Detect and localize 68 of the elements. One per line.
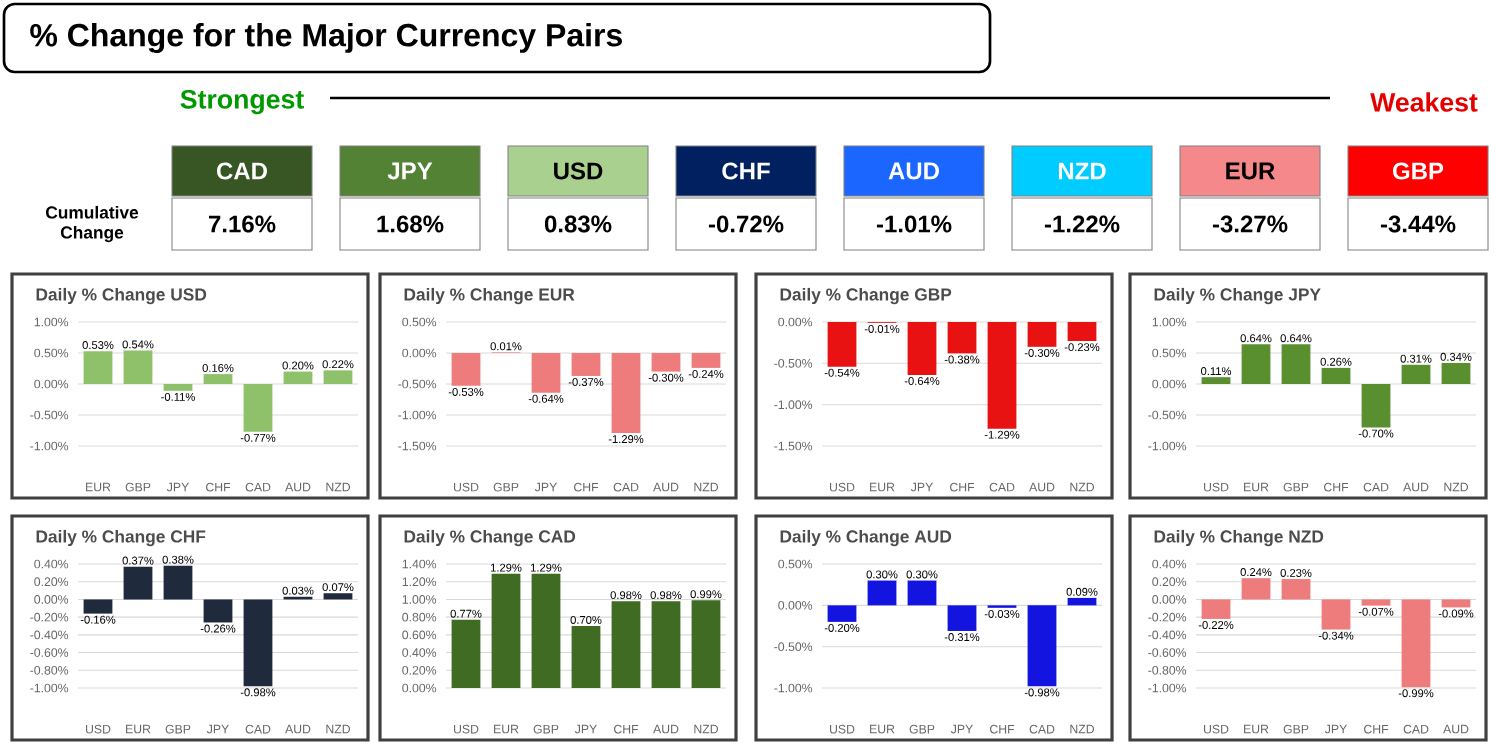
bar [451, 619, 481, 689]
chart-title: Daily % Change AUD [780, 529, 952, 547]
text: -3.27% [1212, 215, 1288, 233]
text: Strongest [180, 89, 304, 115]
chart-title: Daily % Change GBP [780, 287, 952, 305]
category-label: USD [554, 162, 603, 180]
bar [1281, 344, 1311, 385]
bar [243, 384, 273, 432]
text: % Change for the Major Currency Pairs [30, 23, 622, 53]
bar [1441, 599, 1471, 608]
category-label: NZD [1058, 162, 1106, 180]
bar [1201, 599, 1231, 619]
bar [123, 350, 153, 385]
chart-title: Daily % Change CAD [404, 529, 576, 547]
text: -3.44% [1380, 215, 1456, 233]
text: 7.16% [209, 215, 276, 233]
category-label: AUD [888, 162, 939, 180]
bar [243, 599, 273, 687]
bar [1361, 599, 1391, 606]
bar [947, 605, 977, 631]
bar [323, 370, 353, 385]
bar [1441, 362, 1471, 385]
bar [1241, 344, 1271, 385]
text: -0.72% [708, 215, 784, 233]
bar [571, 626, 601, 689]
text: 1.68% [377, 215, 444, 233]
category-label: EUR [1226, 162, 1275, 180]
bar [203, 374, 233, 385]
bar [1321, 367, 1351, 385]
text: 0.83% [544, 215, 612, 233]
category-label: CAD [217, 162, 267, 180]
bar [491, 573, 521, 689]
chart-title: Daily % Change NZD [1154, 529, 1324, 547]
bar [867, 580, 897, 606]
bar [651, 601, 681, 689]
bar [531, 573, 561, 689]
text: -1.22% [1044, 215, 1120, 233]
bar [1027, 605, 1057, 687]
bar [163, 384, 193, 391]
chart-title: Daily % Change CHF [36, 529, 206, 547]
bar [611, 601, 641, 689]
bar [83, 599, 113, 614]
bar [1281, 579, 1311, 600]
bar [123, 566, 153, 600]
chart-title: Daily % Change EUR [404, 287, 575, 305]
category-label: GBP [1393, 162, 1444, 180]
bar [1401, 599, 1431, 688]
bar [907, 580, 937, 606]
text: -1.01% [876, 215, 952, 233]
bar [1361, 384, 1391, 428]
category-label: JPY [387, 162, 433, 180]
text: Weakest [1370, 92, 1478, 112]
chart-title: Daily % Change USD [36, 287, 207, 305]
bar [1067, 597, 1097, 606]
chart-title: Daily % Change JPY [1154, 287, 1321, 305]
bar [203, 599, 233, 623]
bar [323, 593, 353, 600]
bar [1201, 377, 1231, 385]
bar [1401, 364, 1431, 385]
category-label: CHF [722, 162, 770, 180]
bar [1321, 599, 1351, 630]
bar [163, 565, 193, 600]
bar [827, 605, 857, 622]
bar [283, 371, 313, 385]
bar [1241, 578, 1271, 600]
bar [691, 600, 721, 689]
text: Cumulative Change [46, 205, 139, 243]
bar [83, 351, 113, 385]
